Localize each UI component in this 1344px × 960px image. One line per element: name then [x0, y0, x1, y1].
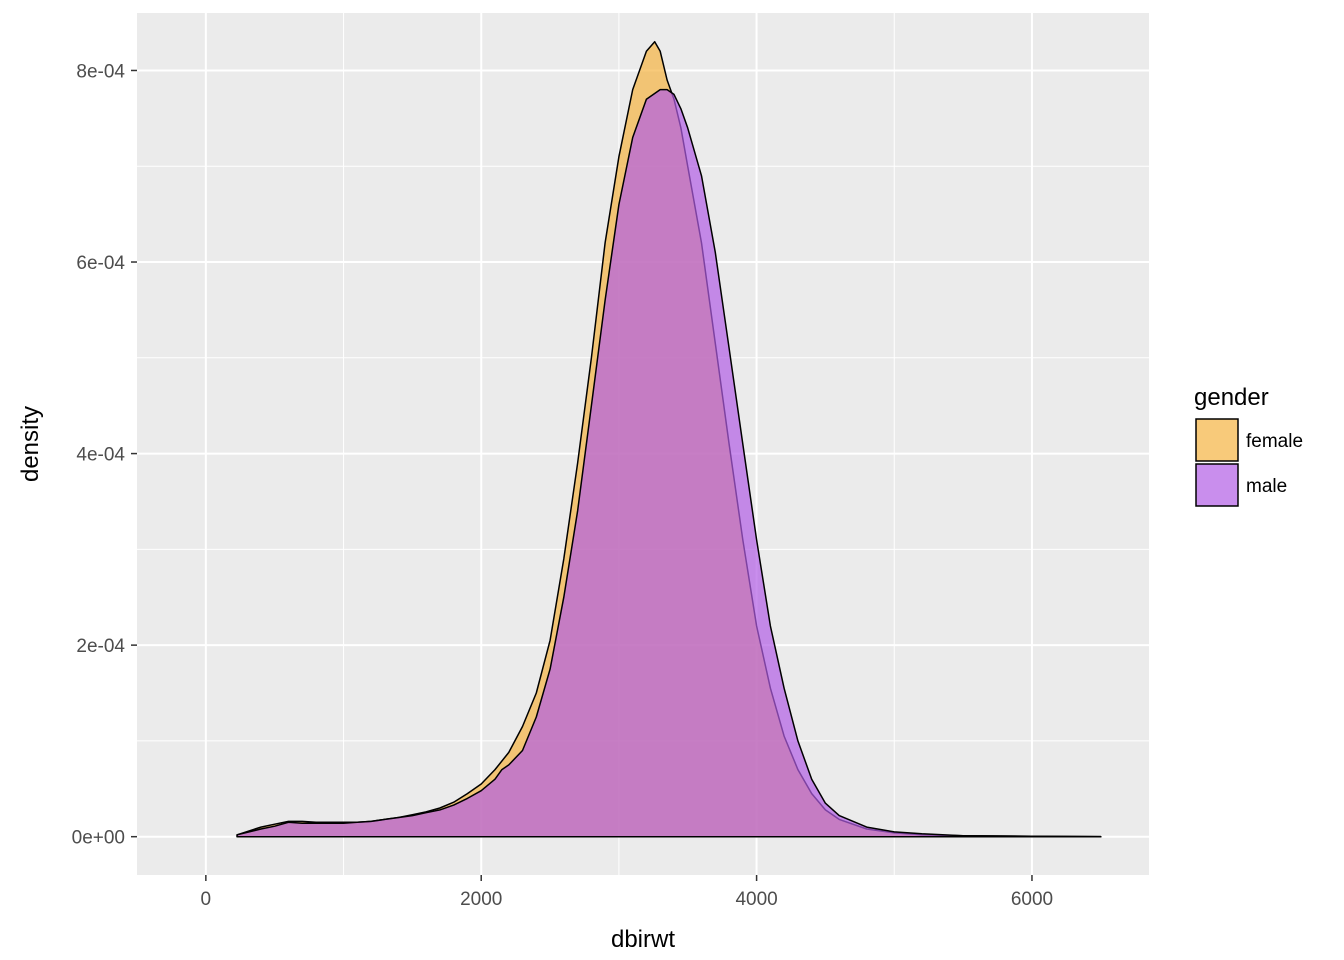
legend-items: female male	[1195, 418, 1303, 507]
x-tick-label: 0	[201, 889, 212, 910]
density-area-male	[236, 88, 1102, 838]
legend-key-female	[1195, 418, 1239, 462]
y-axis: 0e+00 2e-04 4e-04 6e-04 8e-04	[72, 61, 137, 849]
x-tick-label: 2000	[460, 889, 502, 910]
y-tick-label: 2e-04	[76, 636, 125, 657]
y-tick-label: 0e+00	[72, 828, 125, 849]
legend-key-male	[1195, 463, 1239, 507]
y-axis-title: density	[17, 406, 44, 482]
y-tick-label: 6e-04	[76, 253, 125, 274]
legend: gender female male	[1194, 384, 1303, 507]
density-areas	[236, 40, 1102, 838]
x-tick-label: 6000	[1011, 889, 1053, 910]
legend-title: gender	[1194, 384, 1269, 411]
y-tick-label: 8e-04	[76, 61, 125, 82]
x-tick-label: 4000	[735, 889, 777, 910]
legend-label-male: male	[1246, 476, 1287, 497]
x-axis: 0 2000 4000 6000	[201, 875, 1053, 910]
legend-label-female: female	[1246, 431, 1303, 452]
y-tick-label: 4e-04	[76, 445, 125, 466]
x-axis-title: dbirwt	[611, 926, 675, 953]
